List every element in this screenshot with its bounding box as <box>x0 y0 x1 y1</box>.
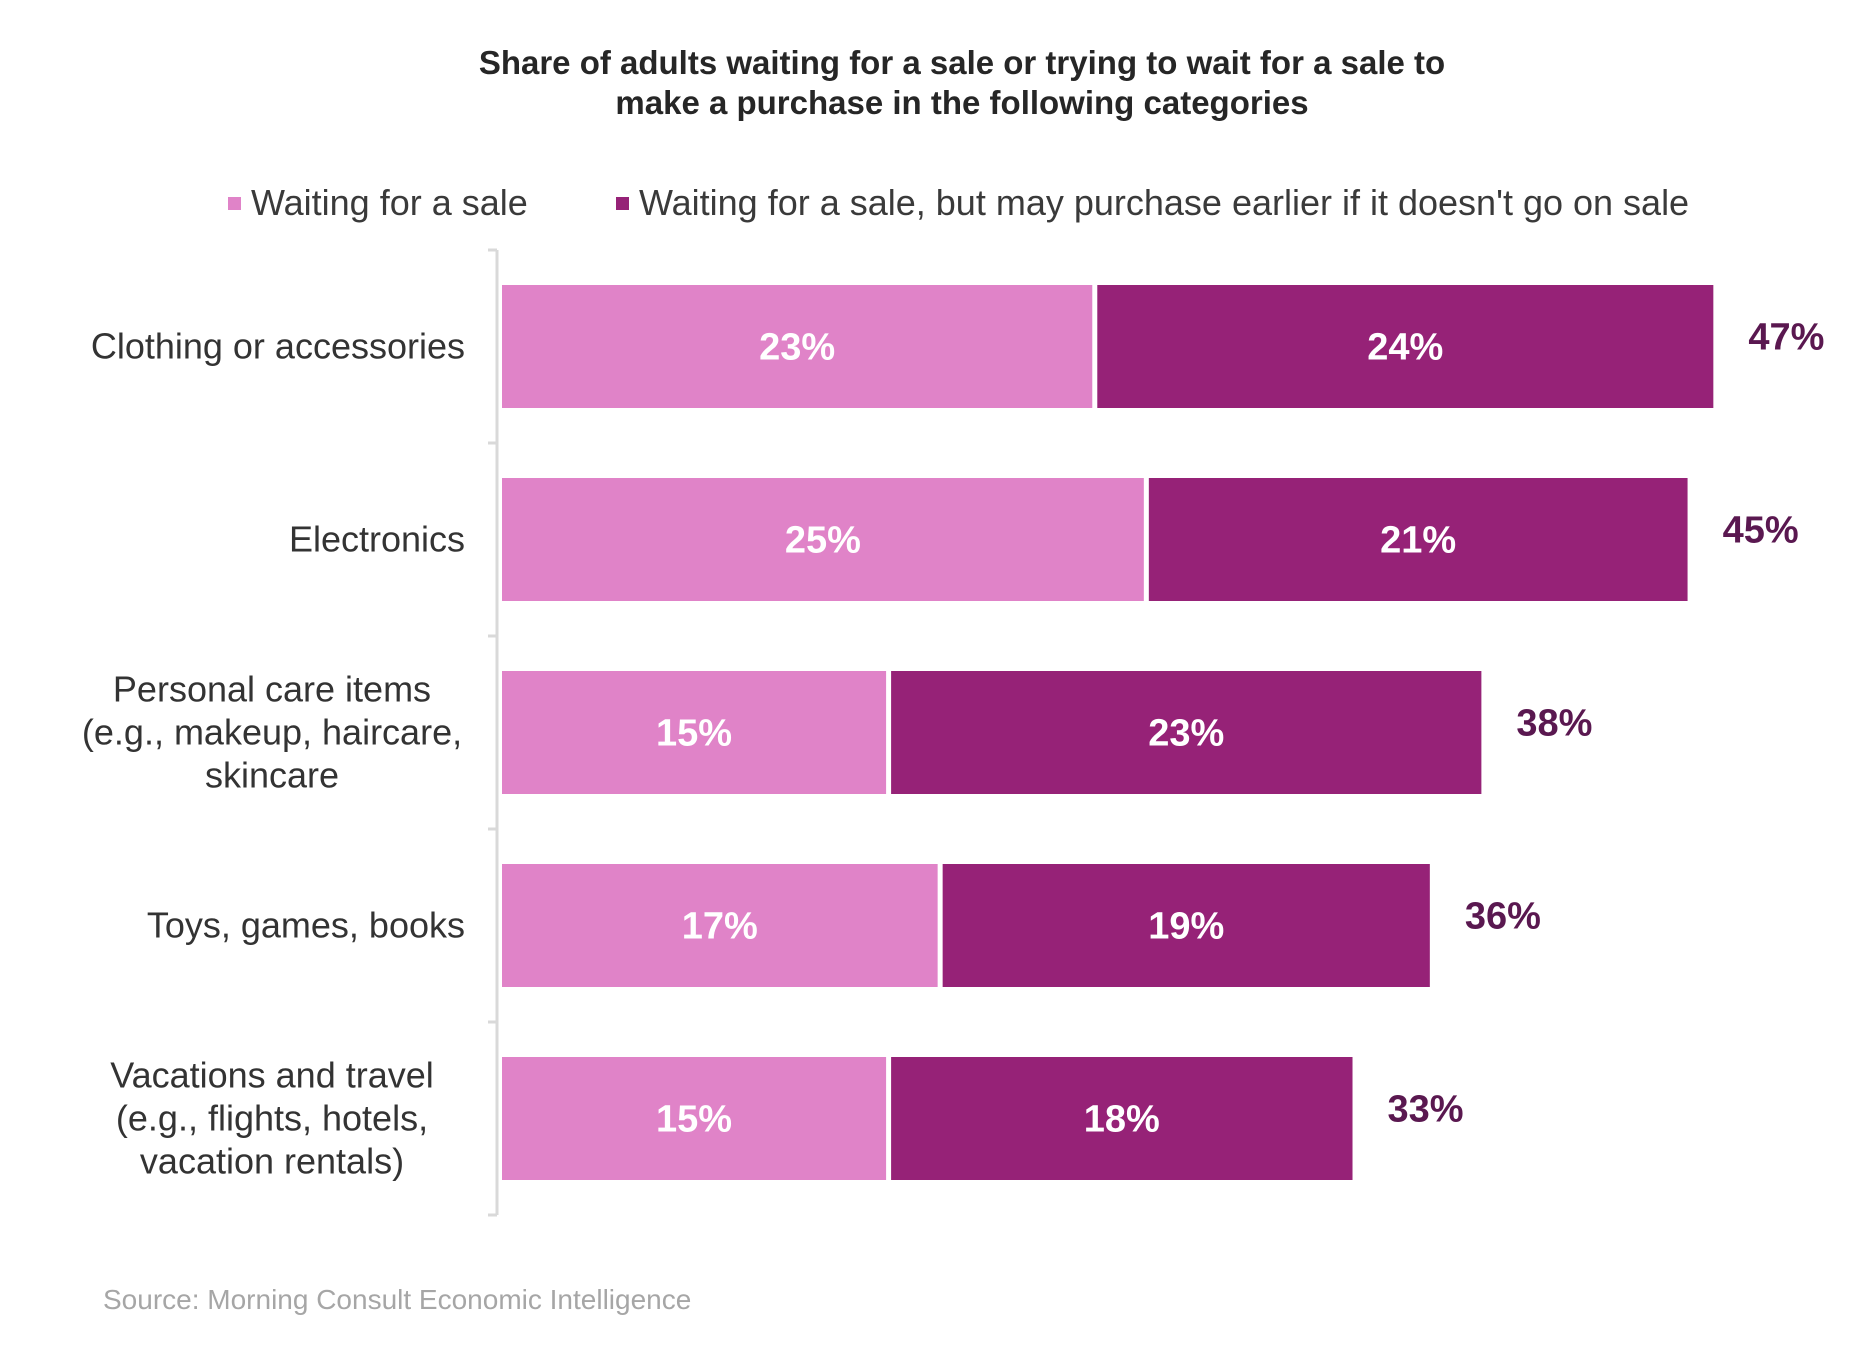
bar-segment <box>891 671 1482 794</box>
bar-total-label: 33% <box>1388 1089 1464 1131</box>
category-label: Vacations and travel <box>110 1055 434 1096</box>
bar-total-label: 36% <box>1465 896 1541 938</box>
bar-value-label: 18% <box>1084 1099 1160 1141</box>
legend-swatch <box>616 197 629 210</box>
bar-segment <box>502 478 1144 601</box>
chart-title: Share of adults waiting for a sale or tr… <box>479 44 1445 121</box>
category-label: (e.g., flights, hotels, <box>116 1098 428 1139</box>
legend: Waiting for a sale Waiting for a sale, bu… <box>228 182 1689 223</box>
category-label: vacation rentals) <box>140 1141 404 1182</box>
legend-label: Waiting for a sale, but may purchase ear… <box>639 182 1689 223</box>
bar-segment <box>502 671 887 794</box>
bar-total-label: 38% <box>1516 703 1592 745</box>
chart-title-line: make a purchase in the following categor… <box>615 84 1308 121</box>
bar-segment <box>891 1057 1353 1180</box>
bar-value-label: 17% <box>682 906 758 948</box>
category-axis <box>488 248 499 1217</box>
category-label: Electronics <box>289 519 465 560</box>
legend-swatch <box>228 197 241 210</box>
bars: 23% 24% 47% 25% 21% 45% 15% 23% 38% 17% 19% 36% 15% 1… <box>502 285 1824 1180</box>
bar-value-label: 21% <box>1380 520 1456 562</box>
bar-segment <box>502 1057 887 1180</box>
bar-value-label: 15% <box>656 1099 732 1141</box>
bar-value-label: 19% <box>1148 906 1224 948</box>
category-label: Toys, games, books <box>147 905 465 946</box>
chart-title-line: Share of adults waiting for a sale or tr… <box>479 44 1445 81</box>
bar-segment <box>1148 478 1688 601</box>
bar-value-label: 23% <box>759 327 835 369</box>
category-label: Personal care items <box>113 669 431 710</box>
legend-label: Waiting for a sale <box>251 182 528 223</box>
bar-value-label: 24% <box>1367 327 1443 369</box>
bar-segment <box>942 864 1430 987</box>
bar-total-label: 47% <box>1748 317 1824 359</box>
category-labels: Clothing or accessories Electronics Person… <box>82 326 465 1182</box>
category-label: (e.g., makeup, haircare, <box>82 712 462 753</box>
bar-value-label: 23% <box>1148 713 1224 755</box>
category-label: Clothing or accessories <box>91 326 465 367</box>
bar-segment <box>1097 285 1714 408</box>
category-label: skincare <box>205 755 339 796</box>
bar-total-label: 45% <box>1723 510 1799 552</box>
bar-segment <box>502 864 938 987</box>
bar-value-label: 15% <box>656 713 732 755</box>
source-note: Source: Morning Consult Economic Intelli… <box>103 1284 691 1315</box>
bar-value-label: 25% <box>785 520 861 562</box>
bar-segment <box>502 285 1093 408</box>
